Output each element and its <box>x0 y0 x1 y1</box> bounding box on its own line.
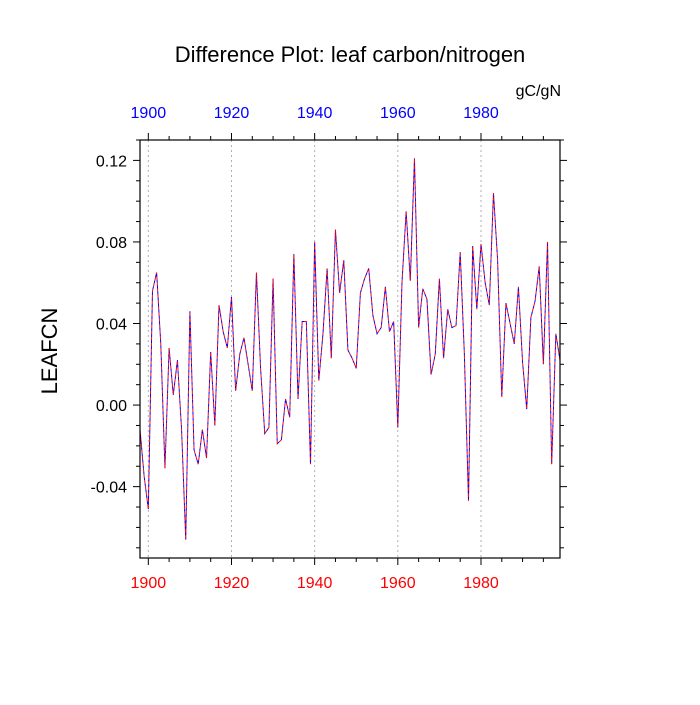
units-label: gC/gN <box>516 83 561 100</box>
series-line-blue <box>139 158 561 540</box>
chart-title: Difference Plot: leaf carbon/nitrogen <box>175 42 526 67</box>
series-layer <box>139 158 561 540</box>
x-tick-label-bottom: 1900 <box>131 575 167 592</box>
x-tick-label-top: 1960 <box>380 105 416 122</box>
tick-label-layer: 1900 1920 1940 1960 1980 1900 1920 1940 1960 1980… <box>91 105 499 592</box>
x-tick-label-top: 1920 <box>214 105 250 122</box>
y-tick-label: 0.00 <box>96 398 127 415</box>
tick-layer <box>133 133 567 565</box>
y-tick-label: -0.04 <box>91 480 128 497</box>
x-tick-label-top: 1900 <box>131 105 167 122</box>
y-tick-label: 0.12 <box>96 153 127 170</box>
x-tick-label-bottom: 1920 <box>214 575 250 592</box>
plot-frame <box>139 139 561 559</box>
x-tick-label-bottom: 1940 <box>297 575 333 592</box>
y-tick-label: 0.08 <box>96 235 127 252</box>
y-axis-label: LEAFCN <box>37 308 62 395</box>
x-tick-label-bottom: 1960 <box>380 575 416 592</box>
grid-layer <box>147 140 482 558</box>
x-tick-label-top: 1980 <box>463 105 499 122</box>
x-tick-label-bottom: 1980 <box>463 575 499 592</box>
series-line-red <box>139 158 561 540</box>
y-tick-label: 0.04 <box>96 317 127 334</box>
x-tick-label-top: 1940 <box>297 105 333 122</box>
